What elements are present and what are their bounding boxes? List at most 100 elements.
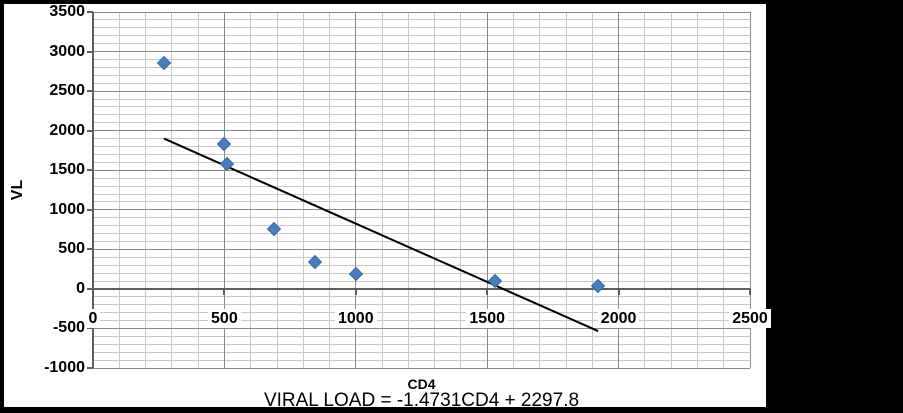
x-axis-tick-mark (92, 288, 94, 295)
y-tick-label: 500 (58, 240, 85, 258)
y-major-gridline (93, 130, 750, 132)
y-minor-gridline (93, 66, 750, 68)
trendline-equation-caption: VIRAL LOAD = -1.4731CD4 + 2297.8 (263, 390, 580, 411)
y-major-gridline (93, 367, 750, 369)
y-tick-label: 2000 (49, 121, 85, 139)
x-minor-gridline (407, 12, 409, 368)
x-tick-label: 1000 (311, 308, 401, 328)
x-tick-label-text: 1500 (466, 308, 508, 328)
y-axis-tick-mark (87, 208, 93, 211)
y-minor-gridline (93, 359, 750, 361)
y-tick-label: 3000 (49, 42, 85, 60)
y-major-gridline (93, 90, 750, 92)
x-axis-line (93, 287, 750, 290)
x-tick-label: 1500 (442, 308, 532, 328)
x-minor-gridline (644, 12, 646, 368)
chart-figure: VL CD4 VIRAL LOAD = -1.4731CD4 + 2297.8 … (4, 3, 771, 411)
y-axis-tick-mark (87, 169, 93, 172)
x-tick-label: 2500 (705, 308, 795, 328)
y-minor-gridline (93, 138, 750, 140)
y-minor-gridline (93, 335, 750, 337)
x-minor-gridline (539, 12, 541, 368)
y-minor-gridline (93, 122, 750, 124)
x-minor-gridline (302, 12, 304, 368)
data-point-marker (217, 137, 232, 152)
y-tick-label: 1000 (49, 200, 85, 218)
y-minor-gridline (93, 185, 750, 187)
y-minor-gridline (93, 280, 750, 282)
x-axis-tick-mark (223, 288, 226, 295)
y-minor-gridline (93, 161, 750, 163)
y-minor-gridline (93, 114, 750, 116)
x-minor-gridline (696, 12, 698, 368)
x-tick-label-text: 2000 (597, 308, 640, 328)
y-minor-gridline (93, 19, 750, 21)
y-minor-gridline (93, 304, 750, 306)
y-tick-label: -1000 (44, 359, 85, 376)
y-minor-gridline (93, 193, 750, 195)
x-major-gridline (618, 12, 620, 368)
y-major-gridline (93, 51, 750, 53)
x-tick-label: 0 (48, 308, 138, 328)
x-tick-label-text: 2500 (729, 308, 771, 328)
y-minor-gridline (93, 82, 750, 84)
y-minor-gridline (93, 74, 750, 76)
x-minor-gridline (145, 12, 147, 368)
x-axis-tick-mark (486, 288, 489, 295)
y-tick-label: -500 (52, 319, 85, 337)
x-axis-tick-mark (749, 288, 751, 295)
y-axis-tick-mark (87, 90, 93, 93)
y-minor-gridline (93, 59, 750, 60)
x-major-gridline (749, 12, 751, 368)
y-tick-label: 3500 (49, 3, 85, 20)
y-major-gridline (93, 11, 750, 13)
y-minor-gridline (93, 272, 750, 274)
y-minor-gridline (93, 201, 750, 203)
y-minor-gridline (93, 264, 750, 266)
x-minor-gridline (723, 12, 725, 368)
x-minor-gridline (434, 12, 436, 368)
y-major-gridline (93, 169, 750, 171)
y-minor-gridline (93, 153, 750, 155)
y-minor-gridline (93, 106, 750, 108)
x-tick-label-text: 1000 (335, 308, 377, 328)
y-minor-gridline (93, 296, 750, 298)
y-minor-gridline (93, 343, 750, 345)
y-major-gridline (93, 209, 750, 211)
y-tick-label: 2500 (49, 82, 85, 100)
x-axis-title: CD4 (407, 376, 436, 392)
y-minor-gridline (93, 217, 750, 219)
y-minor-gridline (93, 43, 750, 45)
y-minor-gridline (93, 240, 750, 242)
y-minor-gridline (93, 351, 750, 353)
x-minor-gridline (276, 12, 278, 368)
y-axis-tick-mark (87, 287, 93, 290)
x-axis-tick-mark (354, 288, 357, 295)
x-tick-label-text: 0 (85, 308, 101, 328)
x-minor-gridline (118, 12, 120, 368)
y-axis-line (92, 12, 94, 368)
y-minor-gridline (93, 233, 750, 234)
y-tick-label: 0 (76, 279, 85, 297)
x-minor-gridline (565, 12, 567, 368)
y-axis-tick-mark (87, 129, 93, 132)
y-axis-tick-mark (87, 248, 93, 251)
x-axis-tick-mark (617, 288, 620, 295)
x-minor-gridline (670, 12, 672, 368)
x-minor-gridline (171, 12, 173, 368)
y-minor-gridline (93, 225, 750, 227)
data-point-marker (348, 266, 363, 281)
y-minor-gridline (93, 27, 750, 29)
y-axis-tick-mark (87, 367, 93, 369)
x-tick-label-text: 500 (208, 308, 241, 328)
y-major-gridline (93, 327, 750, 329)
y-axis-title: VL (9, 179, 26, 201)
y-minor-gridline (93, 177, 750, 179)
y-minor-gridline (93, 146, 750, 147)
x-tick-label: 2000 (574, 308, 664, 328)
y-minor-gridline (93, 35, 750, 37)
y-minor-gridline (93, 98, 750, 100)
y-axis-tick-mark (87, 327, 93, 330)
y-tick-label: 1500 (49, 161, 85, 179)
